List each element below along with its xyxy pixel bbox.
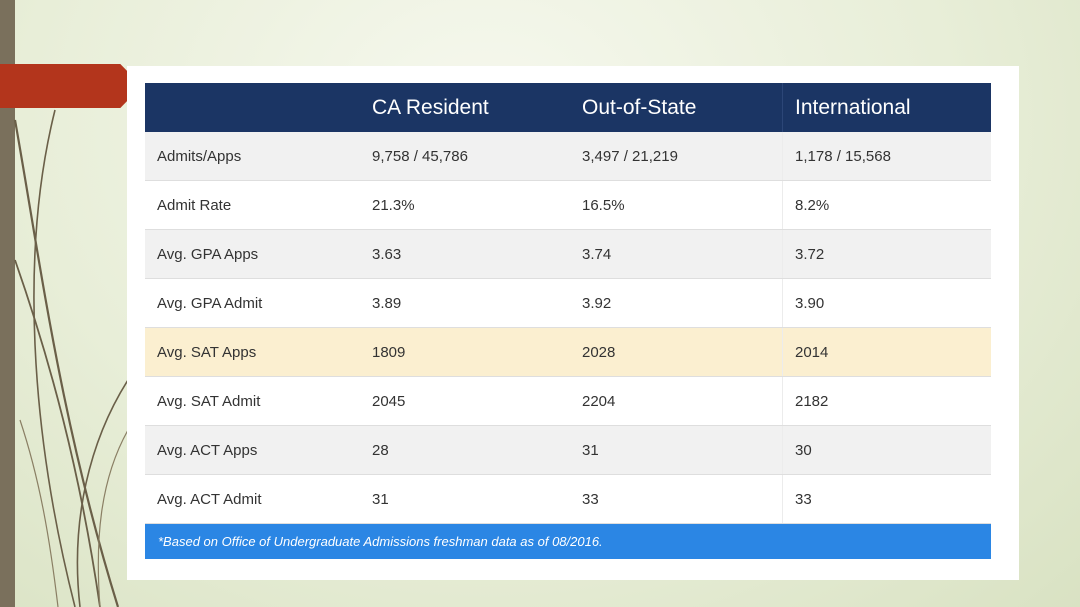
cell-ca-resident: 3.89 <box>372 294 402 312</box>
header-cell-empty <box>145 83 359 132</box>
cell-ca-resident: 9,758 / 45,786 <box>372 147 468 165</box>
cell-ca-resident: 2045 <box>372 392 406 410</box>
row-label: Admits/Apps <box>157 147 242 165</box>
slide-left-bar <box>0 0 15 607</box>
table-row: Avg. ACT Apps 28 31 30 <box>145 426 991 475</box>
cell-international: 2182 <box>782 377 991 425</box>
table-row: Admit Rate 21.3% 16.5% 8.2% <box>145 181 991 230</box>
cell-out-of-state: 33 <box>582 490 599 508</box>
grass-decoration <box>13 109 129 607</box>
cell-out-of-state: 16.5% <box>582 196 625 214</box>
cell-out-of-state: 2204 <box>582 392 616 410</box>
table-header-row: CA Resident Out-of-State International <box>145 83 991 132</box>
cell-ca-resident: 1809 <box>372 343 406 361</box>
table-row: Avg. GPA Admit 3.89 3.92 3.90 <box>145 279 991 328</box>
cell-international: 3.90 <box>782 279 991 327</box>
slide-accent-tab <box>0 64 128 108</box>
cell-out-of-state: 3.74 <box>582 245 612 263</box>
table-row: Avg. ACT Admit 31 33 33 <box>145 475 991 524</box>
table-footnote: *Based on Office of Undergraduate Admiss… <box>145 524 991 559</box>
header-cell-international: International <box>782 83 991 132</box>
row-label: Avg. GPA Apps <box>157 245 259 263</box>
cell-out-of-state: 31 <box>582 441 599 459</box>
cell-ca-resident: 31 <box>372 490 389 508</box>
row-label: Avg. SAT Apps <box>157 343 257 361</box>
table-row: Avg. SAT Admit 2045 2204 2182 <box>145 377 991 426</box>
row-label: Avg. GPA Admit <box>157 294 263 312</box>
cell-international: 30 <box>782 426 991 474</box>
cell-international: 2014 <box>782 328 991 376</box>
table-row-highlighted: Avg. SAT Apps 1809 2028 2014 <box>145 328 991 377</box>
cell-international: 33 <box>782 475 991 523</box>
cell-ca-resident: 21.3% <box>372 196 415 214</box>
table-row: Avg. GPA Apps 3.63 3.74 3.72 <box>145 230 991 279</box>
header-cell-out-of-state: Out-of-State <box>582 95 697 119</box>
cell-international: 8.2% <box>782 181 991 229</box>
header-cell-ca-resident: CA Resident <box>372 95 489 119</box>
cell-ca-resident: 28 <box>372 441 389 459</box>
table-row: Admits/Apps 9,758 / 45,786 3,497 / 21,21… <box>145 132 991 181</box>
cell-out-of-state: 2028 <box>582 343 616 361</box>
row-label: Avg. ACT Admit <box>157 490 262 508</box>
row-label: Avg. SAT Admit <box>157 392 261 410</box>
cell-international: 3.72 <box>782 230 991 278</box>
row-label: Admit Rate <box>157 196 232 214</box>
cell-ca-resident: 3.63 <box>372 245 402 263</box>
admissions-table: CA Resident Out-of-State International A… <box>145 83 991 559</box>
cell-out-of-state: 3,497 / 21,219 <box>582 147 678 165</box>
row-label: Avg. ACT Apps <box>157 441 258 459</box>
cell-international: 1,178 / 15,568 <box>782 132 991 180</box>
cell-out-of-state: 3.92 <box>582 294 612 312</box>
